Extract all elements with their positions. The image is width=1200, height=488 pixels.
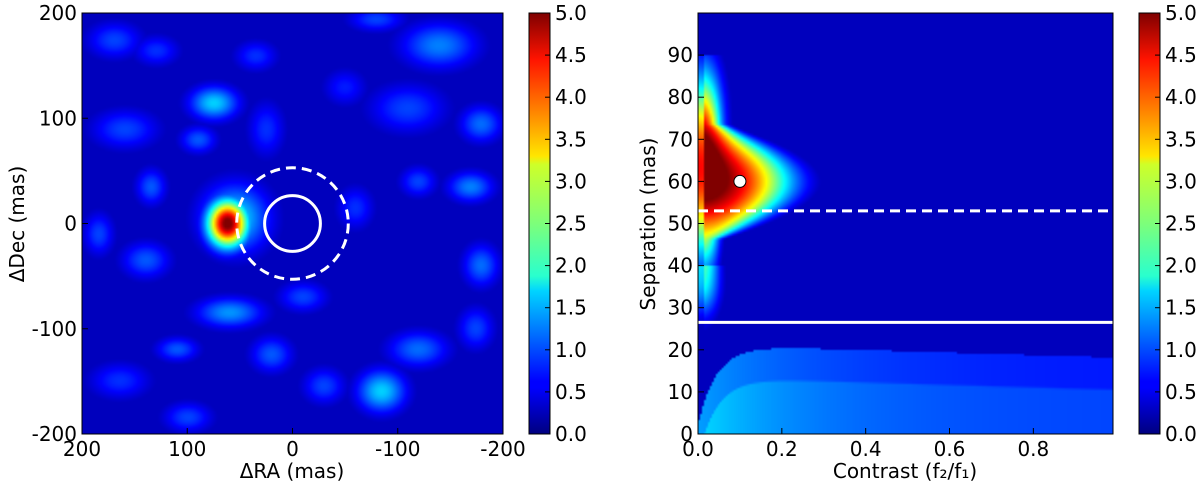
left-x-tick-label: -100 — [375, 437, 420, 461]
colorbar-tick-label: 0.0 — [555, 422, 587, 446]
left-panel: 200 100 0 -100 -200 -200 -100 0 100 200 ΔRA (mas… — [5, 1, 587, 483]
outer-dashed-circle — [235, 166, 350, 281]
colorbar-tick-label: 3.5 — [1165, 127, 1197, 151]
inner-solid-circle — [263, 194, 322, 253]
colorbar-tick-label: 4.5 — [1165, 43, 1197, 67]
right-y-tick-label: 30 — [668, 296, 693, 320]
left-x-ticks: 200 100 0 -100 -200 — [63, 428, 526, 461]
right-panel: 0.0 0.2 0.4 0.6 0.8 0 10 20 30 40 50 60 70 80 90 Cont… — [636, 1, 1197, 483]
colorbar-tick-label: 2.0 — [1165, 254, 1197, 278]
left-y-axis-label: ΔDec (mas) — [5, 166, 29, 283]
right-y-axis-label: Separation (mas) — [636, 138, 660, 311]
right-x-tick-label: 0.8 — [1017, 437, 1049, 461]
right-y-ticks: 0 10 20 30 40 50 60 70 80 90 — [668, 43, 704, 446]
right-y-tick-label: 90 — [668, 43, 693, 67]
right-y-tick-label: 0 — [680, 422, 693, 446]
right-x-tick-label: 0.0 — [682, 437, 714, 461]
left-x-tick-label: 100 — [168, 437, 206, 461]
left-x-tick-label: -200 — [480, 437, 525, 461]
colorbar-tick-label: 0.5 — [555, 380, 587, 404]
colorbar-tick-label: 1.5 — [555, 296, 587, 320]
colorbar-tick-label: 5.0 — [1165, 1, 1197, 25]
left-y-tick-label: -200 — [32, 422, 77, 446]
right-colorbar-ticks: 0.0 0.5 1.0 1.5 2.0 2.5 3.0 3.5 4.0 4.5 5.0 — [1155, 1, 1197, 446]
colorbar-tick-label: 2.5 — [555, 212, 587, 236]
right-y-tick-label: 40 — [668, 254, 693, 278]
colorbar-tick-label: 0.0 — [1165, 422, 1197, 446]
left-y-tick-label: 100 — [39, 106, 77, 130]
left-overlays — [235, 166, 350, 281]
right-y-tick-label: 10 — [668, 380, 693, 404]
right-x-axis-label: Contrast (f₂/f₁) — [833, 459, 977, 483]
colorbar-tick-label: 1.0 — [555, 338, 587, 362]
colorbar-tick-label: 1.5 — [1165, 296, 1197, 320]
left-heatmap — [82, 13, 503, 434]
right-x-tick-label: 0.2 — [766, 437, 798, 461]
left-x-axis-label: ΔRA (mas) — [240, 459, 345, 483]
left-x-tick-label: 0 — [286, 437, 299, 461]
colorbar-tick-label: 3.0 — [555, 169, 587, 193]
colorbar-tick-label: 0.5 — [1165, 380, 1197, 404]
colorbar-tick-label: 2.5 — [1165, 212, 1197, 236]
colorbar-tick-label: 2.0 — [555, 254, 587, 278]
right-y-tick-label: 20 — [668, 338, 693, 362]
left-y-tick-label: 200 — [39, 1, 77, 25]
best-fit-marker — [733, 174, 747, 188]
left-y-ticks: -200 -100 0 100 200 — [32, 1, 88, 446]
colorbar-tick-label: 4.5 — [555, 43, 587, 67]
colorbar-tick-label: 1.0 — [1165, 338, 1197, 362]
right-y-tick-label: 80 — [668, 85, 693, 109]
right-y-tick-label: 70 — [668, 127, 693, 151]
right-y-tick-label: 50 — [668, 212, 693, 236]
colorbar-tick-label: 3.0 — [1165, 169, 1197, 193]
colorbar-tick-label: 3.5 — [555, 127, 587, 151]
colorbar-tick-label: 4.0 — [555, 85, 587, 109]
colorbar-tick-label: 5.0 — [555, 1, 587, 25]
left-x-tick-label: 200 — [63, 437, 101, 461]
colorbar-tick-label: 4.0 — [1165, 85, 1197, 109]
right-y-tick-label: 60 — [668, 169, 693, 193]
right-overlays — [698, 174, 1113, 324]
left-y-tick-label: -100 — [32, 317, 77, 341]
right-x-ticks: 0.0 0.2 0.4 0.6 0.8 — [682, 428, 1049, 461]
left-y-tick-label: 0 — [64, 212, 77, 236]
right-x-tick-label: 0.4 — [850, 437, 882, 461]
left-colorbar-ticks: 0.0 0.5 1.0 1.5 2.0 2.5 3.0 3.5 4.0 4.5 5.0 — [545, 1, 587, 446]
right-x-tick-label: 0.6 — [934, 437, 966, 461]
right-heatmap — [698, 13, 1113, 434]
